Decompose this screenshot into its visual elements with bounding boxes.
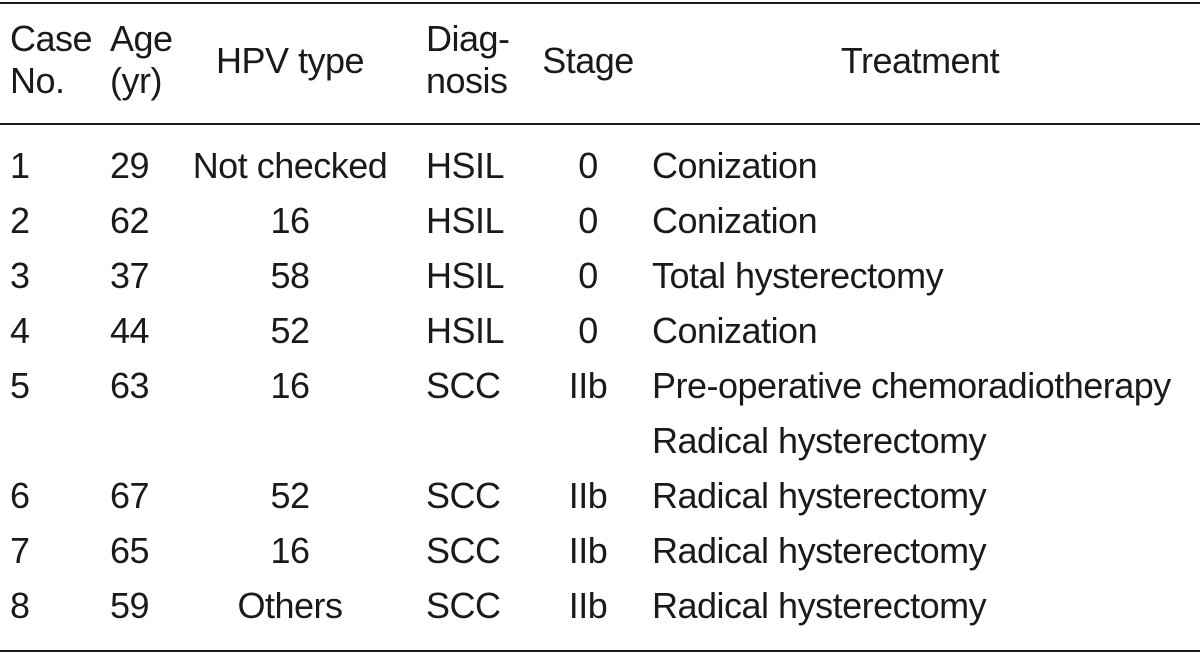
cell-treatment: Radical hysterectomy: [652, 475, 987, 516]
cell-age: 59: [110, 585, 150, 626]
cell-hpv-type: 52: [270, 475, 310, 516]
cell-case: 6: [10, 475, 30, 516]
cell-hpv-type: 52: [270, 310, 310, 351]
cell-age: 63: [110, 365, 150, 406]
cell-case: 8: [10, 585, 30, 626]
header-treatment: Treatment: [840, 40, 1000, 81]
cell-hpv-type: 16: [270, 365, 310, 406]
cell-age: 67: [110, 475, 150, 516]
cell-diagnosis: SCC: [426, 530, 501, 571]
cell-hpv-type: Others: [237, 585, 343, 626]
header-diagnosis: Diag- nosis: [426, 18, 510, 102]
cell-diagnosis: HSIL: [426, 310, 505, 351]
header-stage: Stage: [542, 40, 634, 81]
cell-stage: IIb: [568, 585, 608, 626]
header-diagnosis-line2: nosis: [426, 60, 508, 101]
cell-diagnosis: SCC: [426, 475, 501, 516]
table-bottom-rule: [0, 650, 1200, 652]
cell-treatment: Conization: [652, 145, 818, 186]
header-diagnosis-line1: Diag-: [426, 18, 510, 59]
cell-stage: 0: [578, 200, 598, 241]
header-age-line1: Age: [110, 18, 173, 59]
header-case-line1: Case: [10, 18, 93, 59]
cell-treatment: Total hysterectomy: [652, 255, 944, 296]
cell-case: 3: [10, 255, 30, 296]
cell-case: 7: [10, 530, 30, 571]
cell-case: 1: [10, 145, 30, 186]
cell-hpv-type: Not checked: [192, 145, 388, 186]
cell-stage: IIb: [568, 530, 608, 571]
cell-treatment: Conization: [652, 200, 818, 241]
cell-stage: IIb: [568, 365, 608, 406]
cell-diagnosis: HSIL: [426, 145, 505, 186]
cell-treatment: Pre-operative chemoradiotherapy: [652, 365, 1171, 406]
cell-stage: 0: [578, 255, 598, 296]
cell-age: 37: [110, 255, 150, 296]
cell-age: 65: [110, 530, 150, 571]
table-top-rule: [0, 2, 1200, 4]
header-rule: [0, 123, 1200, 125]
cell-stage: IIb: [568, 475, 608, 516]
cell-stage: 0: [578, 310, 598, 351]
cell-diagnosis: SCC: [426, 365, 501, 406]
cell-hpv-type: 16: [270, 200, 310, 241]
cell-stage: 0: [578, 145, 598, 186]
header-case-line2: No.: [10, 60, 65, 101]
cell-case: 5: [10, 365, 30, 406]
cell-hpv-type: 58: [270, 255, 310, 296]
cell-treatment: Conization: [652, 310, 818, 351]
header-case: Case No.: [10, 18, 93, 102]
cell-treatment: Radical hysterectomy: [652, 530, 987, 571]
cell-age: 62: [110, 200, 150, 241]
cell-age: 44: [110, 310, 150, 351]
cell-case: 4: [10, 310, 30, 351]
cell-diagnosis: SCC: [426, 585, 501, 626]
header-hpv-type: HPV type: [215, 40, 365, 81]
cell-diagnosis: HSIL: [426, 255, 505, 296]
header-age-line2: (yr): [110, 60, 162, 101]
cell-diagnosis: HSIL: [426, 200, 505, 241]
cell-case: 2: [10, 200, 30, 241]
cell-hpv-type: 16: [270, 530, 310, 571]
header-age: Age (yr): [110, 18, 173, 102]
cell-age: 29: [110, 145, 150, 186]
cell-treatment: Radical hysterectomy: [652, 585, 987, 626]
cell-treatment: Radical hysterectomy: [652, 420, 987, 461]
